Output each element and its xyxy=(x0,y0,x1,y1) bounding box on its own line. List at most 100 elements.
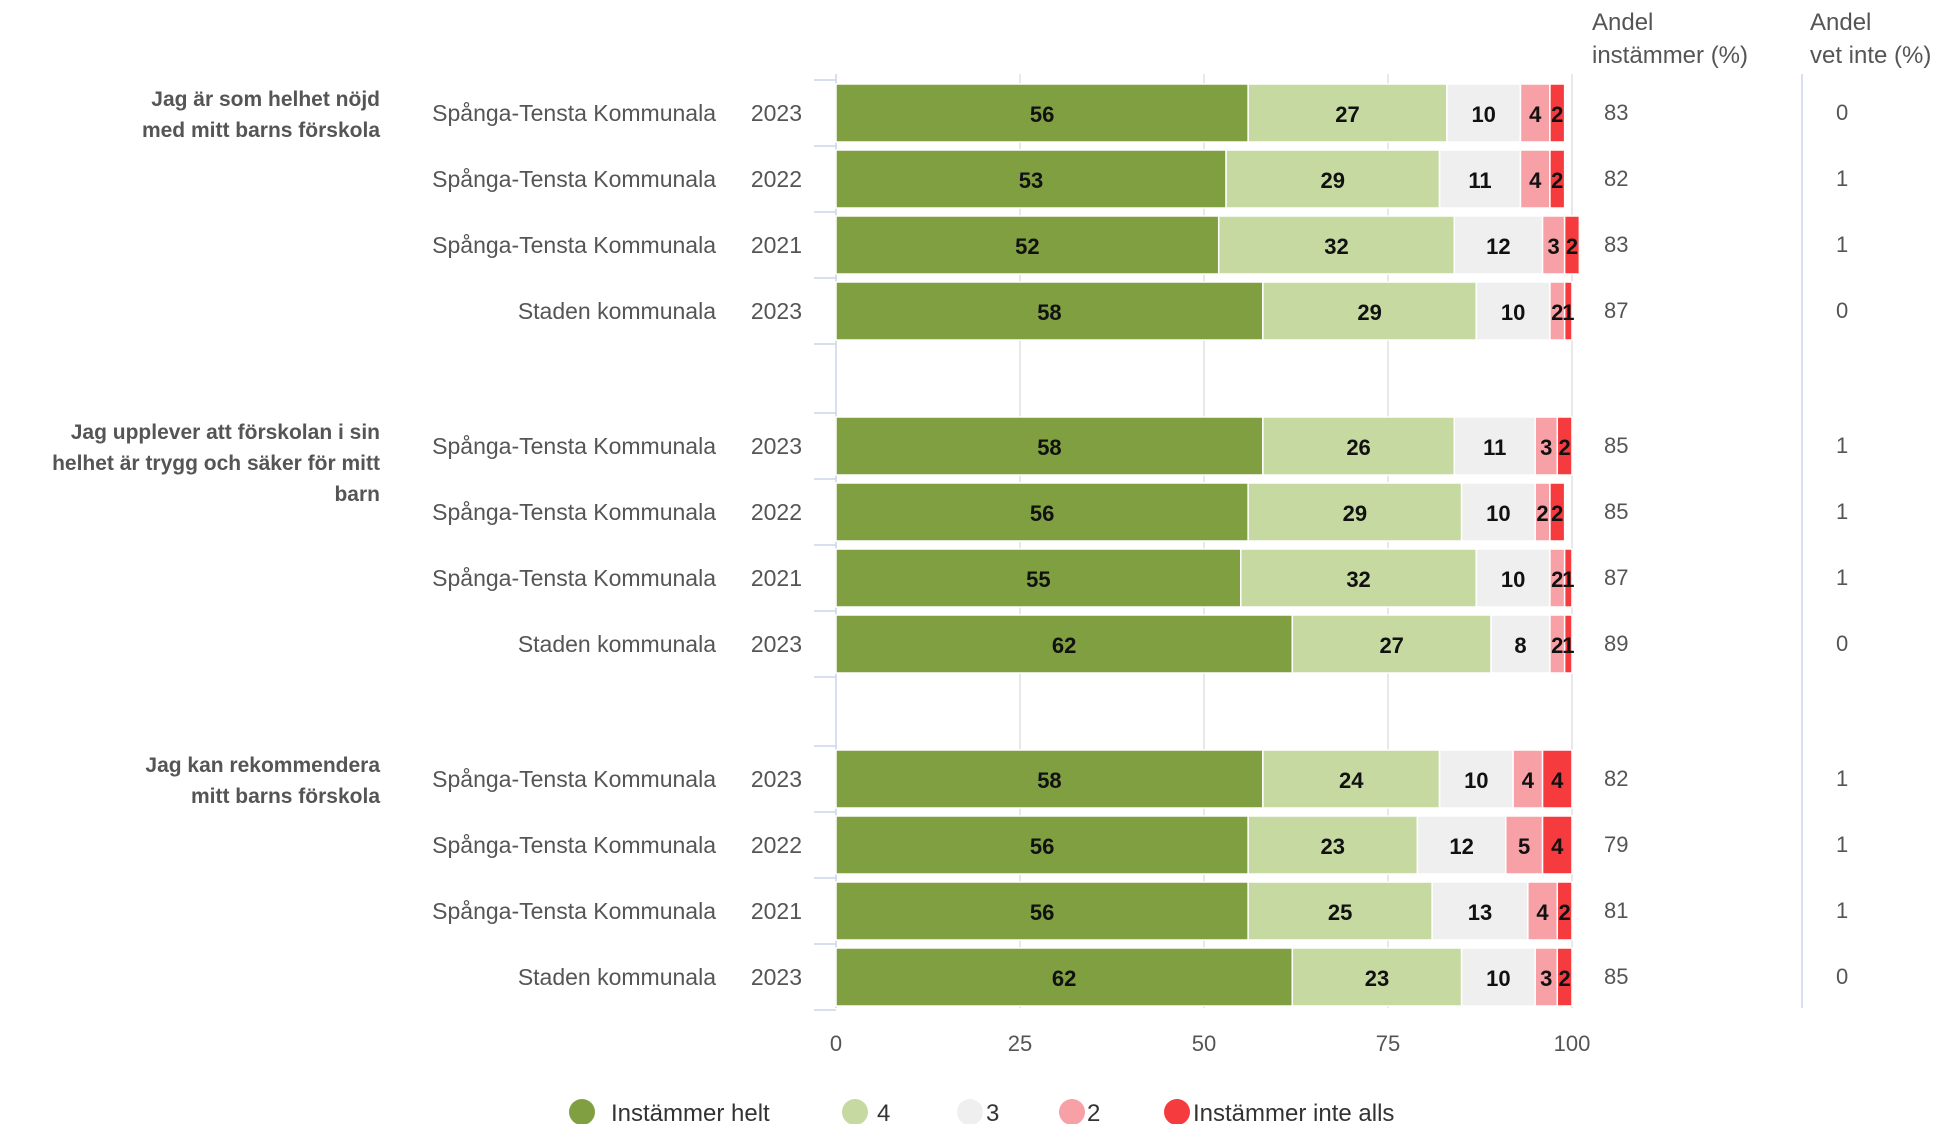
data-label: 2 xyxy=(1566,234,1578,259)
bar-segment xyxy=(1431,881,1529,941)
share-dont-know-value: 0 xyxy=(1836,298,1848,323)
bar-segment xyxy=(1416,815,1507,875)
year-label: 2021 xyxy=(751,232,802,258)
data-label: 2 xyxy=(1551,633,1563,658)
data-label: 8 xyxy=(1514,633,1526,658)
bar-segment xyxy=(1446,83,1522,143)
data-label: 2 xyxy=(1551,567,1563,592)
legend-label: 2 xyxy=(1087,1100,1100,1124)
bar-segment xyxy=(1549,482,1566,542)
bar-segment xyxy=(1217,215,1455,275)
unit-label: Spånga-Tensta Kommunala xyxy=(432,232,716,258)
question-label: med mitt barns förskola xyxy=(142,119,380,142)
data-label: 29 xyxy=(1343,501,1367,526)
legend-label: 4 xyxy=(877,1100,890,1124)
data-label: 2 xyxy=(1536,501,1548,526)
bar-segment xyxy=(1519,83,1551,143)
data-label: 4 xyxy=(1536,900,1549,925)
data-label: 12 xyxy=(1486,234,1510,259)
legend-label: Instämmer helt xyxy=(611,1100,770,1124)
legend-marker xyxy=(1164,1099,1190,1124)
bar-segment xyxy=(1563,215,1581,275)
share-dont-know-value: 0 xyxy=(1836,964,1848,989)
x-tick-label: 50 xyxy=(1192,1031,1216,1056)
share-agree-value: 85 xyxy=(1604,964,1628,989)
bar-segment xyxy=(1247,815,1419,875)
share-dont-know-value: 1 xyxy=(1836,898,1848,923)
legend-label: 3 xyxy=(986,1100,999,1124)
data-label: 11 xyxy=(1468,168,1491,193)
data-label: 2 xyxy=(1559,435,1571,460)
data-label: 10 xyxy=(1501,567,1525,592)
share-agree-value: 85 xyxy=(1604,433,1628,458)
bar-segment xyxy=(1262,416,1455,476)
data-label: 27 xyxy=(1379,633,1403,658)
data-label: 29 xyxy=(1321,168,1345,193)
bar-segment xyxy=(1291,947,1463,1007)
data-label: 5 xyxy=(1518,834,1530,859)
x-tick-label: 100 xyxy=(1554,1031,1591,1056)
legend-marker xyxy=(842,1099,868,1124)
data-label: 23 xyxy=(1321,834,1345,859)
data-label: 55 xyxy=(1026,567,1050,592)
bar-segment xyxy=(1563,281,1573,341)
bar-segment xyxy=(835,614,1294,674)
unit-label: Spånga-Tensta Kommunala xyxy=(432,766,716,792)
data-label: 10 xyxy=(1464,768,1488,793)
data-label: 4 xyxy=(1522,768,1535,793)
bar-segment xyxy=(1556,947,1573,1007)
bar-segment xyxy=(835,215,1220,275)
bar-segment xyxy=(1475,548,1551,608)
share-dont-know-value: 1 xyxy=(1836,499,1848,524)
bar-segment xyxy=(1438,149,1522,209)
data-label: 12 xyxy=(1449,834,1473,859)
column-header-share-agree: instämmer (%) xyxy=(1592,42,1748,69)
year-label: 2023 xyxy=(751,433,802,459)
data-label: 1 xyxy=(1562,633,1574,658)
year-label: 2022 xyxy=(751,166,802,192)
data-label: 1 xyxy=(1562,300,1574,325)
data-label: 52 xyxy=(1015,234,1039,259)
bar-segment xyxy=(1438,749,1514,809)
x-tick-label: 25 xyxy=(1008,1031,1032,1056)
data-label: 1 xyxy=(1562,567,1574,592)
data-label: 2 xyxy=(1551,501,1563,526)
data-label: 10 xyxy=(1486,966,1510,991)
x-tick-label: 75 xyxy=(1376,1031,1400,1056)
unit-label: Spånga-Tensta Kommunala xyxy=(432,832,716,858)
data-label: 2 xyxy=(1559,966,1571,991)
bar-segment xyxy=(835,947,1294,1007)
bar-segment xyxy=(1490,614,1551,674)
data-label: 3 xyxy=(1547,234,1559,259)
unit-label: Staden kommunala xyxy=(518,298,716,324)
legend-marker xyxy=(957,1099,983,1124)
data-label: 58 xyxy=(1037,300,1061,325)
unit-label: Spånga-Tensta Kommunala xyxy=(432,898,716,924)
data-label: 56 xyxy=(1030,900,1054,925)
share-agree-value: 79 xyxy=(1604,832,1628,857)
data-label: 4 xyxy=(1529,102,1542,127)
year-label: 2023 xyxy=(751,766,802,792)
column-header-share-dont-know: Andel xyxy=(1810,9,1871,36)
data-label: 3 xyxy=(1540,435,1552,460)
data-label: 58 xyxy=(1037,435,1061,460)
share-agree-value: 87 xyxy=(1604,565,1628,590)
unit-label: Spånga-Tensta Kommunala xyxy=(432,565,716,591)
bar-segment xyxy=(835,548,1242,608)
bar-segment xyxy=(1556,416,1573,476)
bar-segment xyxy=(1247,881,1433,941)
data-label: 2 xyxy=(1551,168,1563,193)
unit-label: Spånga-Tensta Kommunala xyxy=(432,499,716,525)
share-agree-value: 83 xyxy=(1604,232,1628,257)
bar-segment xyxy=(1541,749,1573,809)
share-agree-value: 82 xyxy=(1604,166,1628,191)
question-label: mitt barns förskola xyxy=(191,785,380,808)
bar-segment xyxy=(1475,281,1551,341)
unit-label: Spånga-Tensta Kommunala xyxy=(432,166,716,192)
data-label: 10 xyxy=(1486,501,1510,526)
data-label: 53 xyxy=(1019,168,1043,193)
data-label: 2 xyxy=(1559,900,1571,925)
bar-segment xyxy=(1460,482,1536,542)
share-agree-value: 89 xyxy=(1604,631,1628,656)
